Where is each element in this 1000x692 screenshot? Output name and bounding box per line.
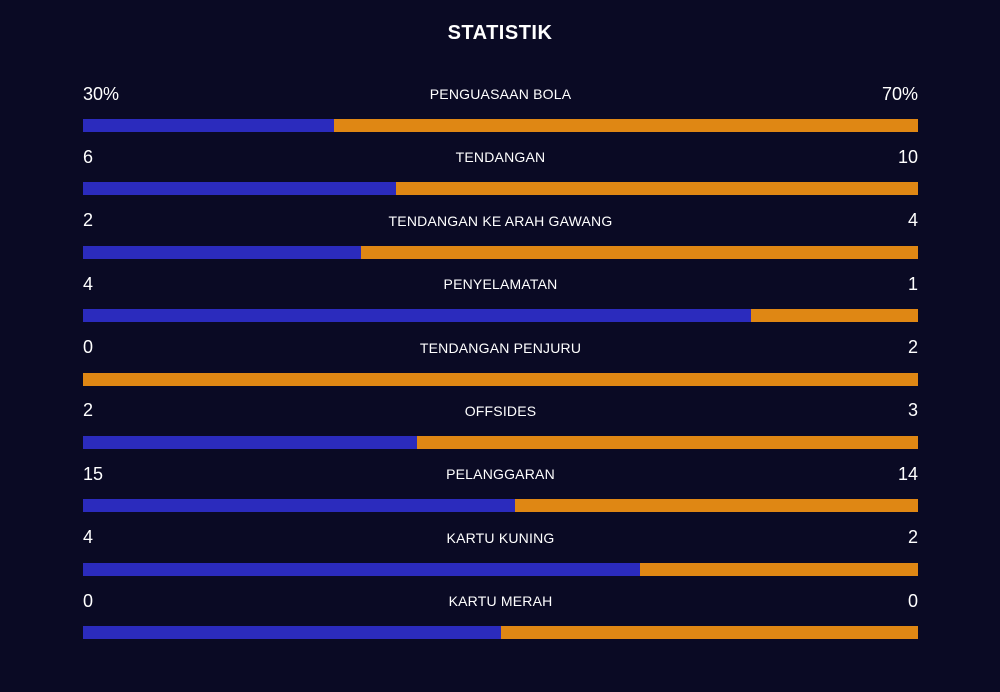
stat-bar xyxy=(83,182,918,196)
away-bar-fill xyxy=(361,245,918,259)
home-bar-fill xyxy=(83,499,515,513)
page-title: STATISTIK xyxy=(447,22,553,44)
stat-row-yellow-cards: 4 2 KARTU KUNING xyxy=(83,524,918,587)
away-value: 4 xyxy=(907,210,918,231)
stat-bar xyxy=(83,119,918,132)
away-value: 2 xyxy=(907,337,918,358)
stat-bar xyxy=(83,372,918,386)
away-bar-fill xyxy=(417,435,918,449)
home-value: 4 xyxy=(83,273,94,294)
home-value: 0 xyxy=(83,337,94,358)
home-value: 6 xyxy=(83,146,94,167)
home-bar-fill xyxy=(83,435,417,449)
stat-bar xyxy=(83,626,918,640)
home-value: 0 xyxy=(83,590,94,611)
stat-bar xyxy=(83,562,918,576)
home-value: 4 xyxy=(83,527,94,548)
away-value: 1 xyxy=(907,273,918,294)
stat-row-red-cards: 0 0 KARTU MERAH xyxy=(83,587,918,650)
away-bar-fill xyxy=(751,309,918,323)
home-bar-fill xyxy=(83,562,640,576)
stat-row-saves: 4 1 PENYELAMATAN xyxy=(83,270,918,333)
away-value: 3 xyxy=(907,400,918,421)
home-value: 30% xyxy=(83,83,120,104)
stat-bar xyxy=(83,245,918,259)
home-bar-fill xyxy=(83,182,397,196)
home-bar-fill xyxy=(83,119,334,132)
away-value: 14 xyxy=(897,463,918,484)
stat-row-corners: 0 2 TENDANGAN PENJURU xyxy=(83,334,918,397)
stat-row-offsides: 2 3 OFFSIDES xyxy=(83,397,918,460)
away-value: 10 xyxy=(897,146,918,167)
stat-bar xyxy=(83,499,918,513)
away-bar-fill xyxy=(83,372,918,386)
away-bar-fill xyxy=(333,119,918,132)
stat-row-fouls: 15 14 PELANGGARAN xyxy=(83,460,918,523)
home-value: 2 xyxy=(83,210,94,231)
home-bar-fill xyxy=(83,626,501,640)
away-value: 70% xyxy=(881,83,918,104)
home-bar-fill xyxy=(83,309,751,323)
stat-bar xyxy=(83,309,918,323)
home-value: 2 xyxy=(83,400,94,421)
away-bar-fill xyxy=(500,626,918,640)
away-bar-fill xyxy=(514,499,918,513)
away-value: 2 xyxy=(907,527,918,548)
stat-row-possession: 30% 70% PENGUASAAN BOLA xyxy=(83,80,918,143)
home-value: 15 xyxy=(83,463,104,484)
stats-list: 30% 70% PENGUASAAN BOLA 6 10 TENDANGAN 2… xyxy=(83,80,918,651)
away-bar-fill xyxy=(396,182,918,196)
stat-row-shots-on-target: 2 4 TENDANGAN KE ARAH GAWANG xyxy=(83,207,918,270)
stat-row-shots: 6 10 TENDANGAN xyxy=(83,143,918,206)
stat-bar xyxy=(83,435,918,449)
away-value: 0 xyxy=(907,590,918,611)
away-bar-fill xyxy=(639,562,918,576)
home-bar-fill xyxy=(83,245,362,259)
